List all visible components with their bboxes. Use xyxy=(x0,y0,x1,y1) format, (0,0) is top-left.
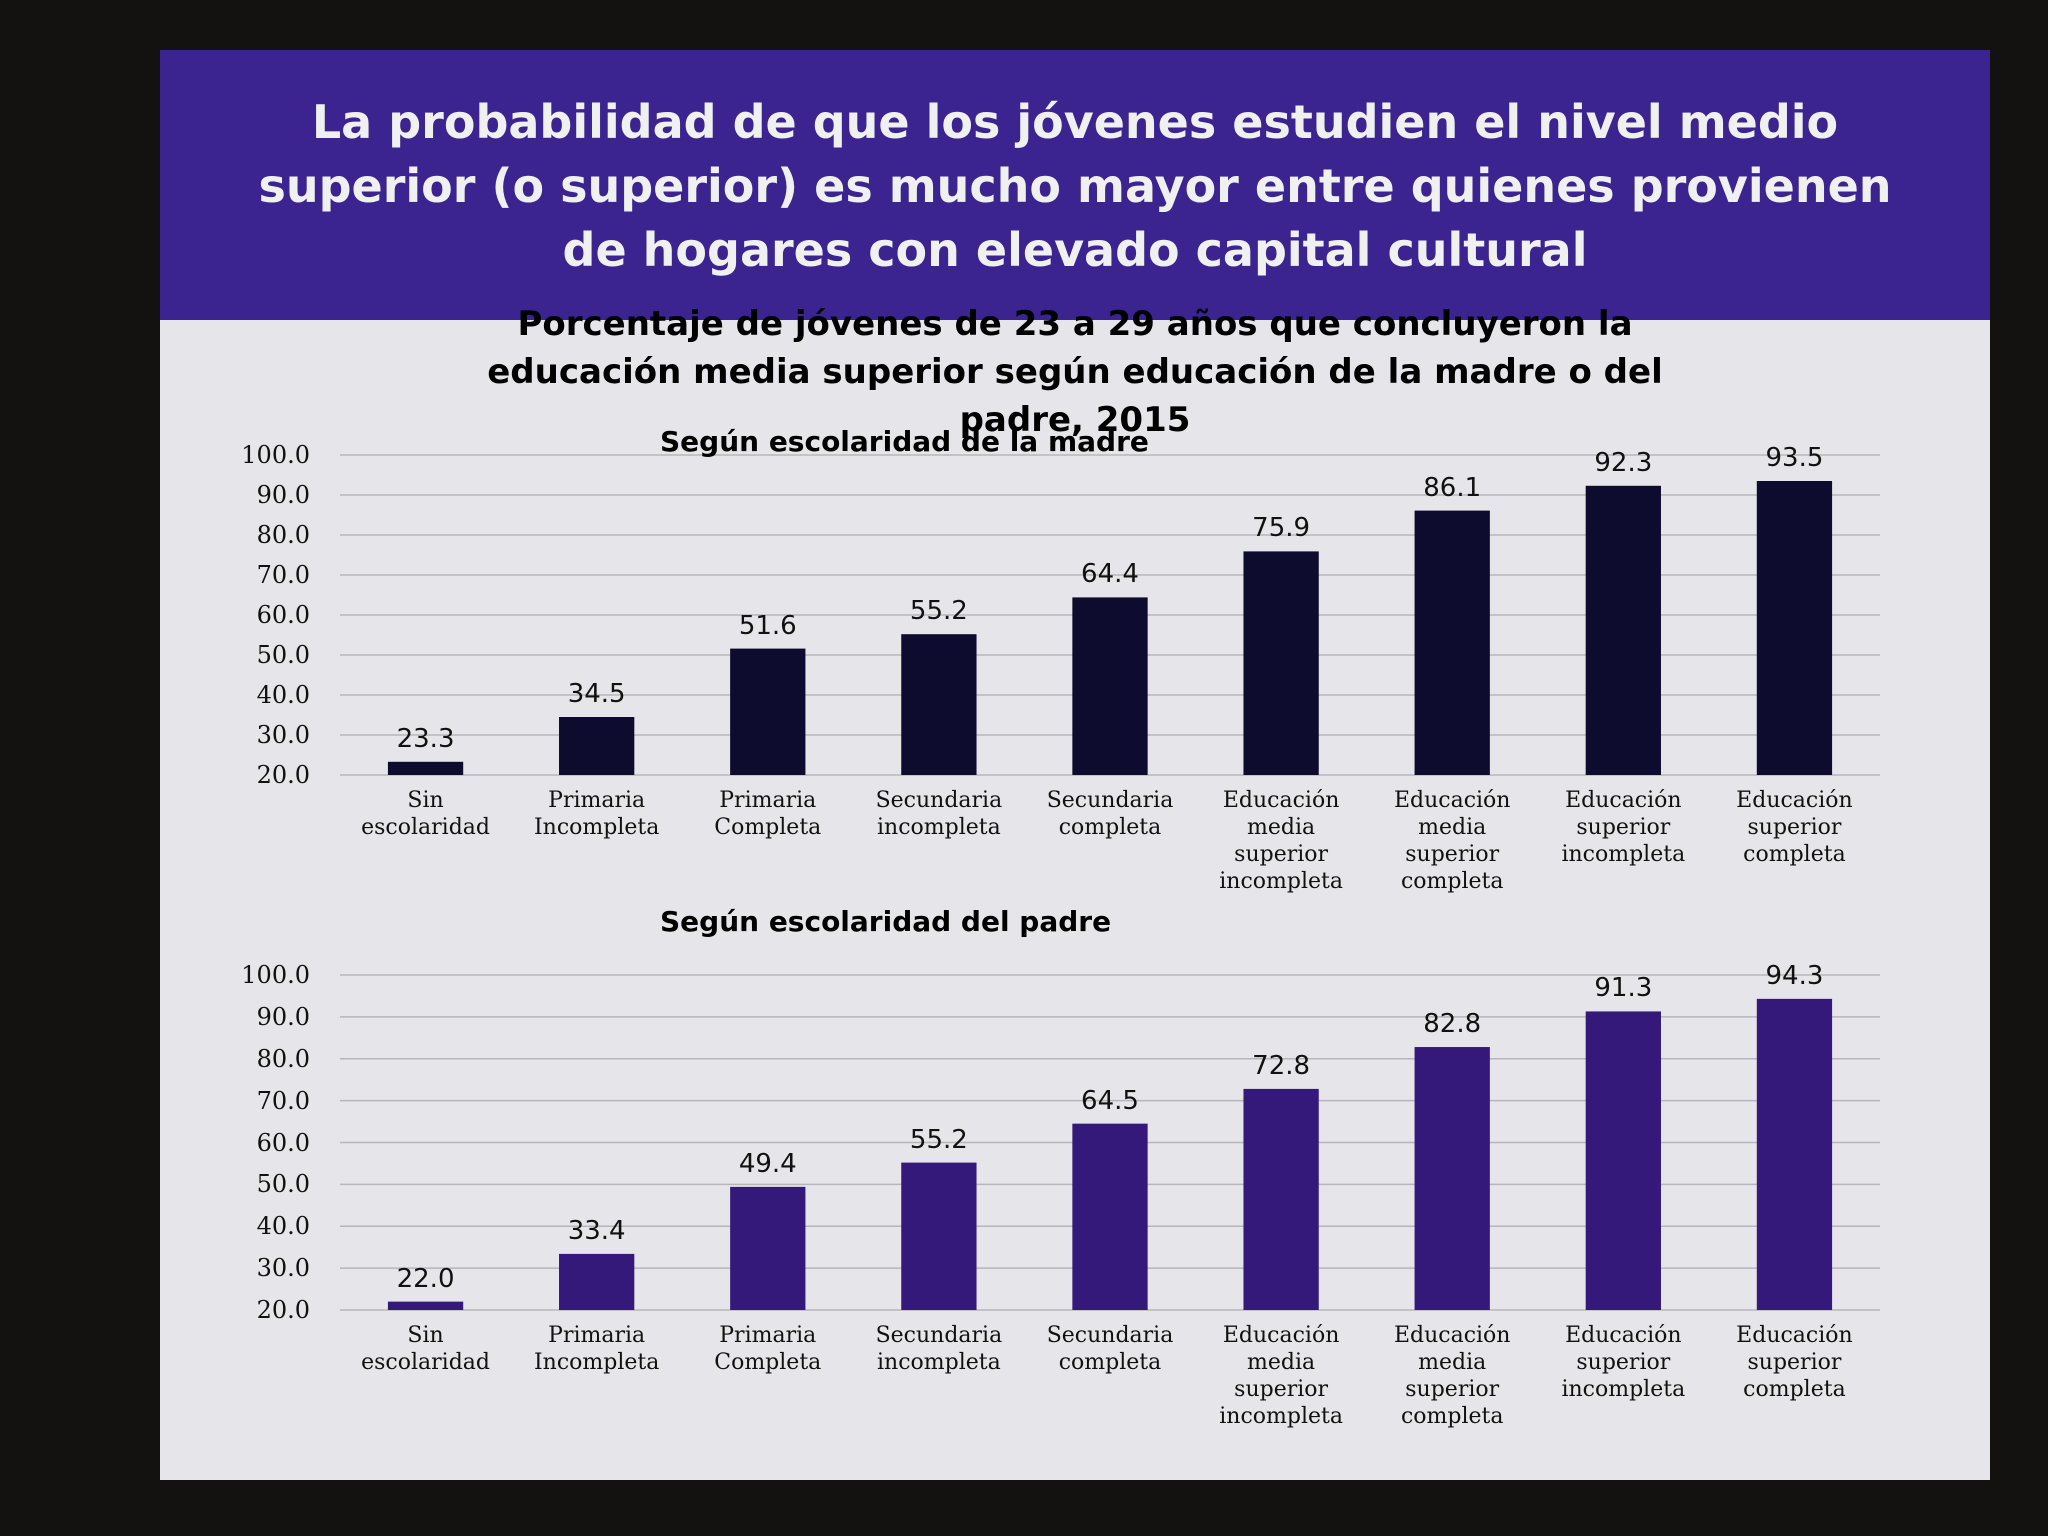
x-tick-label: Primaria Completa xyxy=(714,1323,822,1375)
bar xyxy=(901,634,977,775)
bar xyxy=(1243,551,1319,775)
x-tick-label: Primaria Completa xyxy=(714,788,822,840)
x-tick-label: Educación media superior incompleta xyxy=(1219,1323,1343,1429)
bar xyxy=(901,1162,977,1310)
y-tick-label: 20.0 xyxy=(256,761,310,789)
bar xyxy=(387,1301,464,1310)
x-tick-label: Educación media superior incompleta xyxy=(1219,788,1343,894)
y-tick-label: 70.0 xyxy=(256,1086,310,1115)
bar xyxy=(1414,510,1490,775)
y-tick-label: 90.0 xyxy=(256,1002,310,1031)
bar xyxy=(1756,998,1833,1310)
data-label: 55.2 xyxy=(909,596,968,627)
x-tick-label: Primaria Incompleta xyxy=(533,788,660,840)
y-tick-label: 30.0 xyxy=(256,721,310,749)
bar xyxy=(1072,597,1148,775)
y-tick-label: 80.0 xyxy=(256,521,310,549)
x-tick-label: Sin escolaridad xyxy=(361,1323,490,1375)
y-tick-label: 30.0 xyxy=(256,1254,310,1283)
data-label: 23.3 xyxy=(396,723,455,754)
x-tick-label: Sin escolaridad xyxy=(361,788,490,840)
bar xyxy=(559,1253,635,1310)
bar xyxy=(1414,1047,1490,1310)
y-tick-label: 60.0 xyxy=(256,1128,310,1157)
bar xyxy=(559,717,635,775)
bar xyxy=(1585,1011,1661,1310)
bar xyxy=(730,1186,806,1310)
data-label: 72.8 xyxy=(1252,1050,1311,1081)
chart-title: Según escolaridad de la madre xyxy=(660,425,1149,458)
data-label: 64.5 xyxy=(1081,1085,1139,1116)
data-label: 49.4 xyxy=(738,1148,797,1179)
data-label: 64.4 xyxy=(1081,559,1139,590)
data-label: 75.9 xyxy=(1252,513,1311,544)
bar xyxy=(1756,481,1833,775)
data-label: 94.3 xyxy=(1765,960,1824,991)
data-label: 91.3 xyxy=(1594,973,1653,1004)
data-label: 86.1 xyxy=(1423,472,1482,503)
y-tick-label: 100.0 xyxy=(241,441,310,469)
y-tick-label: 20.0 xyxy=(256,1296,310,1324)
bar xyxy=(730,648,806,775)
chart-title: Según escolaridad del padre xyxy=(660,905,1112,938)
chart-caption: Porcentaje de jóvenes de 23 a 29 años qu… xyxy=(487,304,1663,440)
x-tick-label: Secundaria incompleta xyxy=(875,788,1003,840)
data-label: 82.8 xyxy=(1423,1009,1482,1040)
x-tick-label: Secundaria incompleta xyxy=(875,1323,1003,1375)
x-tick-label: Primaria Incompleta xyxy=(533,1323,660,1375)
y-tick-label: 60.0 xyxy=(256,601,310,629)
data-label: 51.6 xyxy=(738,610,797,641)
y-tick-label: 50.0 xyxy=(256,1170,310,1199)
bar xyxy=(1072,1123,1148,1310)
y-tick-label: 40.0 xyxy=(256,681,310,709)
data-label: 93.5 xyxy=(1765,443,1824,473)
data-label: 33.4 xyxy=(567,1215,626,1246)
x-tick-label: Secundaria completa xyxy=(1046,1323,1174,1375)
x-tick-label: Educación media superior completa xyxy=(1393,1323,1511,1429)
slide-header xyxy=(160,50,1990,320)
x-tick-label: Educación superior incompleta xyxy=(1561,788,1686,867)
y-tick-label: 50.0 xyxy=(256,641,310,669)
y-tick-label: 40.0 xyxy=(256,1212,310,1241)
slide-title: La probabilidad de que los jóvenes estud… xyxy=(258,95,1892,277)
x-tick-label: Educación media superior completa xyxy=(1393,788,1511,894)
data-label: 55.2 xyxy=(909,1124,968,1155)
y-tick-label: 90.0 xyxy=(256,481,310,509)
x-tick-label: Educación superior incompleta xyxy=(1561,1323,1686,1402)
data-label: 92.3 xyxy=(1594,447,1653,478)
x-tick-label: Educación superior completa xyxy=(1736,788,1853,867)
y-tick-label: 70.0 xyxy=(256,561,310,589)
y-tick-label: 100.0 xyxy=(241,961,310,989)
x-tick-label: Educación superior completa xyxy=(1736,1323,1853,1402)
y-tick-label: 80.0 xyxy=(256,1044,310,1073)
bar xyxy=(387,761,464,775)
data-label: 22.0 xyxy=(396,1263,455,1294)
bar xyxy=(1243,1088,1319,1310)
bar xyxy=(1585,485,1661,775)
data-label: 34.5 xyxy=(567,679,626,709)
x-tick-label: Secundaria completa xyxy=(1046,788,1174,840)
